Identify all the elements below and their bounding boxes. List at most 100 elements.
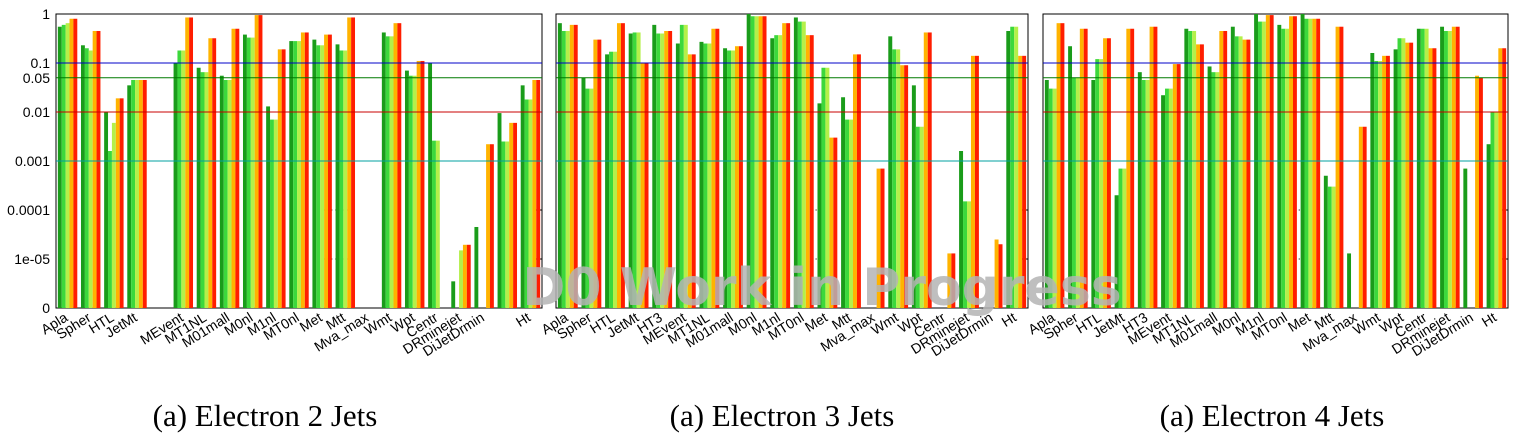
bar-light-green	[1192, 30, 1197, 309]
bar-light-green	[1308, 18, 1313, 308]
bar-red	[466, 244, 471, 308]
bar-light-green	[731, 50, 735, 309]
bar-orange	[1219, 30, 1224, 309]
caption-electron-2-jets: (a) Electron 2 Jets	[153, 398, 378, 433]
bar-red	[668, 30, 673, 309]
bar-dark-green	[605, 54, 610, 309]
bar-orange	[1289, 16, 1293, 309]
bar-orange	[852, 54, 857, 309]
bar-light-green	[1285, 28, 1290, 308]
bar-orange	[324, 34, 328, 309]
bar-orange	[1079, 28, 1084, 308]
bar-red	[1130, 28, 1135, 308]
bar-red	[1083, 28, 1088, 308]
bar-orange	[1498, 48, 1503, 308]
bar-green	[339, 50, 344, 309]
bar-light-green	[660, 33, 665, 308]
bar-green	[632, 32, 637, 309]
bar-red	[1022, 55, 1027, 309]
bar-orange	[1265, 15, 1270, 309]
bar-orange	[1018, 55, 1023, 309]
bar-red	[786, 23, 791, 308]
bar-green	[1258, 21, 1262, 309]
bar-dark-green	[289, 41, 294, 309]
bar-orange	[1103, 38, 1107, 308]
bar-red	[1176, 64, 1181, 308]
bar-light-green	[613, 51, 617, 309]
bar-red	[1060, 23, 1065, 308]
bar-orange	[115, 98, 120, 308]
bar-light-green	[825, 67, 830, 308]
y-tick-label: 0.01	[23, 104, 50, 120]
bar-red	[974, 55, 979, 309]
y-tick-label: 1e-05	[14, 251, 50, 267]
bar-light-green	[435, 140, 440, 308]
bar-red	[420, 60, 425, 308]
bar-red	[856, 54, 861, 309]
bar-green	[1490, 112, 1495, 308]
bar-dark-green	[793, 17, 798, 309]
bar-light-green	[1238, 36, 1243, 309]
bar-light-green	[65, 23, 70, 308]
bar-light-green	[919, 126, 924, 308]
bar-orange	[1149, 26, 1154, 308]
bar-green	[177, 50, 182, 309]
bar-red	[691, 54, 696, 309]
bar-red	[998, 244, 1003, 308]
bar-orange	[1428, 48, 1433, 308]
bar-red	[1362, 126, 1367, 308]
bar-dark-green	[1114, 195, 1119, 308]
bar-green	[1010, 26, 1015, 308]
chart-electron-4-jets: AplaSpherHTLJetMtHT3MEventMT1NLM01mallM0…	[1025, 13, 1509, 359]
bar-green	[1072, 77, 1076, 308]
bar-orange	[947, 253, 952, 308]
bar-orange	[758, 16, 763, 309]
bar-dark-green	[196, 67, 201, 308]
bar-green	[1118, 168, 1123, 308]
bar-green	[1397, 38, 1402, 308]
bar-orange	[486, 144, 490, 308]
bar-light-green	[754, 16, 759, 309]
bar-light-green	[967, 201, 971, 308]
bar-orange	[900, 65, 905, 309]
y-tick-label: 0.1	[31, 55, 51, 71]
bar-light-green	[181, 50, 186, 309]
bar-orange	[734, 46, 739, 308]
bar-orange	[1358, 126, 1363, 308]
bar-orange	[782, 23, 787, 308]
bar-light-green	[227, 79, 232, 309]
bar-red	[235, 28, 240, 308]
bar-light-green	[1401, 38, 1406, 308]
x-tick-label: Met	[1285, 309, 1313, 335]
bar-dark-green	[80, 45, 85, 308]
bar-dark-green	[104, 112, 109, 308]
bar-dark-green	[1440, 26, 1445, 308]
bar-green	[750, 16, 755, 309]
bar-dark-green	[404, 70, 409, 308]
bar-green	[1095, 59, 1100, 309]
bar-dark-green	[770, 38, 775, 308]
bar-red	[119, 98, 124, 308]
bar-red	[327, 34, 332, 309]
bar-dark-green	[1393, 49, 1398, 309]
bar-green	[385, 36, 390, 309]
bar-red	[142, 79, 147, 309]
bar-orange	[532, 79, 537, 309]
bar-orange	[664, 30, 669, 309]
bar-dark-green	[1230, 26, 1235, 308]
bar-green	[1444, 30, 1448, 309]
bar-red	[1409, 42, 1414, 309]
bar-red	[762, 16, 767, 309]
bar-light-green	[1014, 26, 1019, 308]
bar-dark-green	[911, 85, 916, 308]
bar-light-green	[505, 141, 510, 308]
bar-light-green	[778, 35, 783, 308]
bar-light-green	[636, 32, 641, 309]
bar-orange	[185, 17, 190, 309]
bar-orange	[393, 23, 398, 308]
bar-green	[524, 99, 529, 309]
bar-light-green	[849, 119, 853, 308]
y-tick-label: 0.0001	[7, 202, 50, 218]
bar-green	[61, 24, 66, 309]
bar-light-green	[320, 45, 325, 308]
